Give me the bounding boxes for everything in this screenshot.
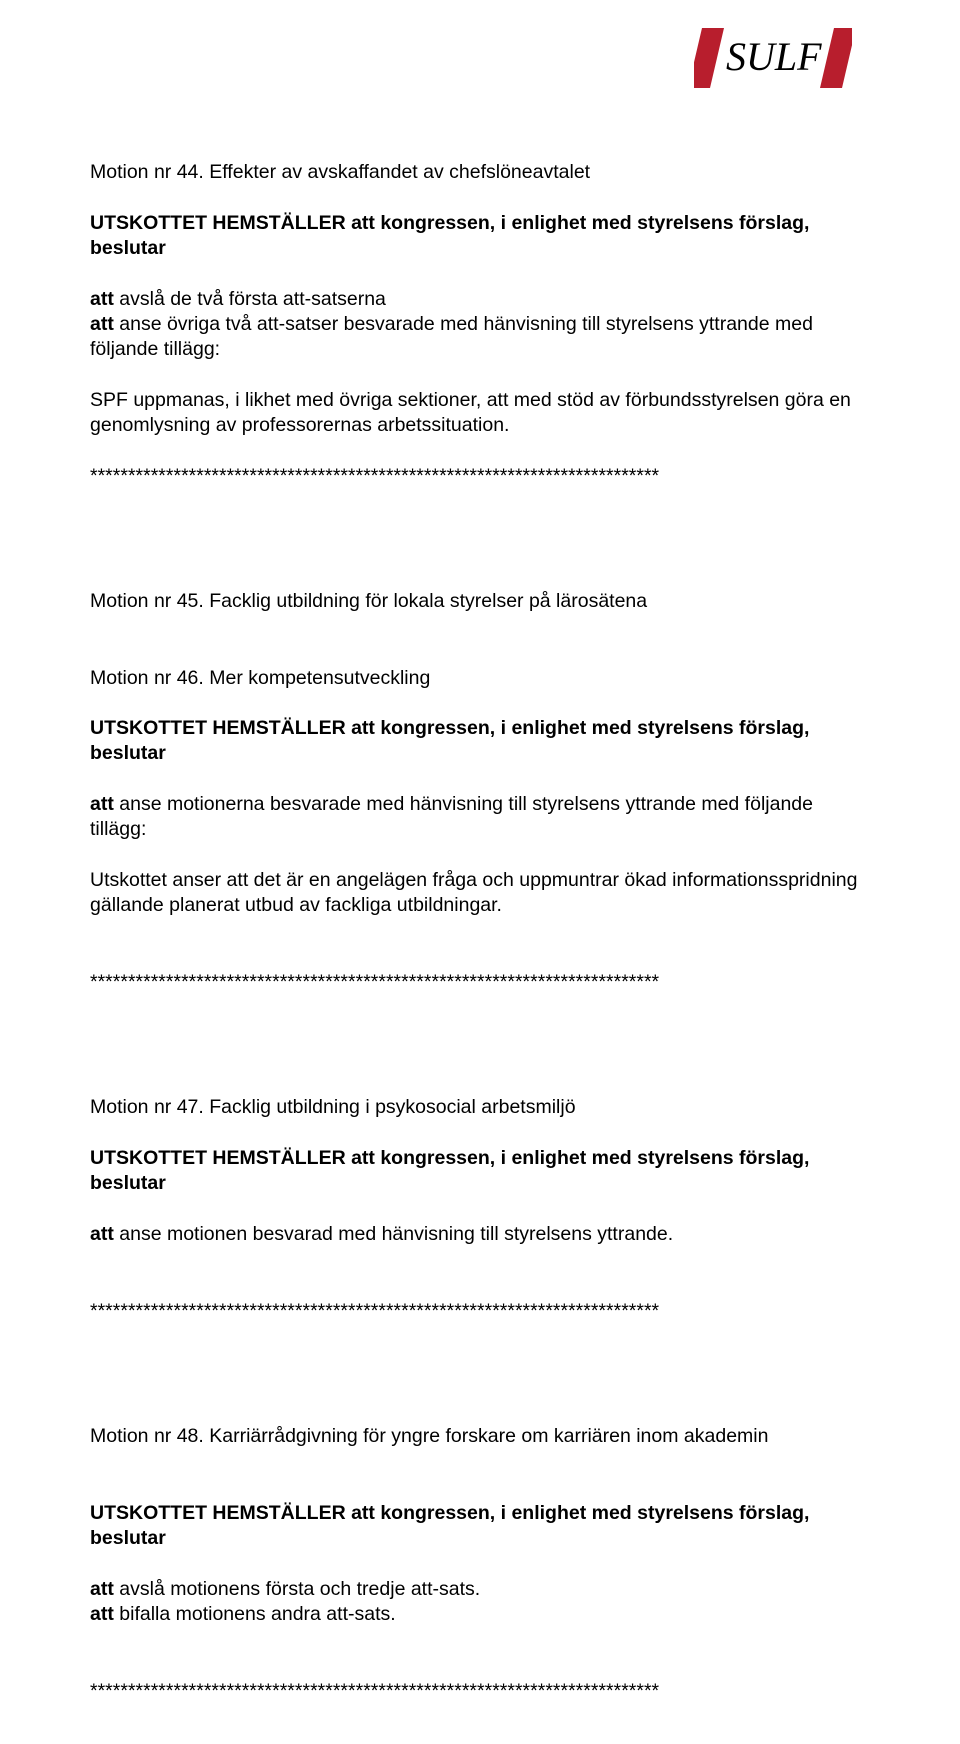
decision-text: anse övriga två att-satser besvarade med…	[90, 313, 813, 360]
motion-45-title: Motion nr 45. Facklig utbildning för lok…	[90, 589, 870, 614]
decision-text: anse motionen besvarad med hänvisning ti…	[114, 1223, 673, 1245]
motion-44-recommend: UTSKOTTET HEMSTÄLLER att kongressen, i e…	[90, 211, 870, 261]
separator: ****************************************…	[90, 970, 870, 995]
att-prefix: att	[90, 793, 114, 815]
decision-text: avslå motionens första och tredje att-sa…	[114, 1578, 480, 1600]
motion-46-recommend: UTSKOTTET HEMSTÄLLER att kongressen, i e…	[90, 716, 870, 766]
motion-45: Motion nr 45. Facklig utbildning för lok…	[90, 589, 870, 614]
att-prefix: att	[90, 1603, 114, 1625]
motion-44-body: SPF uppmanas, i likhet med övriga sektio…	[90, 388, 870, 438]
motion-48: Motion nr 48. Karriärrådgivning för yngr…	[90, 1424, 870, 1704]
motion-48-decision-2: att bifalla motionens andra att-sats.	[90, 1602, 870, 1627]
motion-44: Motion nr 44. Effekter av avskaffandet a…	[90, 160, 870, 489]
att-prefix: att	[90, 313, 114, 335]
motion-47: Motion nr 47. Facklig utbildning i psyko…	[90, 1095, 870, 1324]
motion-48-decision-1: att avslå motionens första och tredje at…	[90, 1577, 870, 1602]
separator: ****************************************…	[90, 1299, 870, 1324]
motion-47-decision-1: att anse motionen besvarad med hänvisnin…	[90, 1222, 870, 1247]
att-prefix: att	[90, 1223, 114, 1245]
motion-46-title: Motion nr 46. Mer kompetensutveckling	[90, 666, 870, 691]
motion-47-title: Motion nr 47. Facklig utbildning i psyko…	[90, 1095, 870, 1120]
separator: ****************************************…	[90, 464, 870, 489]
sulf-logo: SULF	[694, 24, 852, 92]
motion-47-recommend: UTSKOTTET HEMSTÄLLER att kongressen, i e…	[90, 1146, 870, 1196]
motion-46: Motion nr 46. Mer kompetensutveckling UT…	[90, 666, 870, 996]
motion-48-recommend: UTSKOTTET HEMSTÄLLER att kongressen, i e…	[90, 1501, 870, 1551]
decision-text: bifalla motionens andra att-sats.	[114, 1603, 396, 1625]
att-prefix: att	[90, 288, 114, 310]
motion-46-decision-1: att anse motionerna besvarade med hänvis…	[90, 792, 870, 842]
motion-48-title: Motion nr 48. Karriärrådgivning för yngr…	[90, 1424, 870, 1449]
document-page: SULF Motion nr 44. Effekter av avskaffan…	[0, 0, 960, 1744]
motion-44-decision-1: att avslå de två första att-satserna	[90, 287, 870, 312]
separator: ****************************************…	[90, 1679, 870, 1704]
logo-text: SULF	[726, 34, 822, 79]
decision-text: avslå de två första att-satserna	[114, 288, 386, 310]
motion-46-body: Utskottet anser att det är en angelägen …	[90, 868, 870, 918]
motion-44-decision-2: att anse övriga två att-satser besvarade…	[90, 312, 870, 362]
motion-44-title: Motion nr 44. Effekter av avskaffandet a…	[90, 160, 870, 185]
att-prefix: att	[90, 1578, 114, 1600]
decision-text: anse motionerna besvarade med hänvisning…	[90, 793, 813, 840]
